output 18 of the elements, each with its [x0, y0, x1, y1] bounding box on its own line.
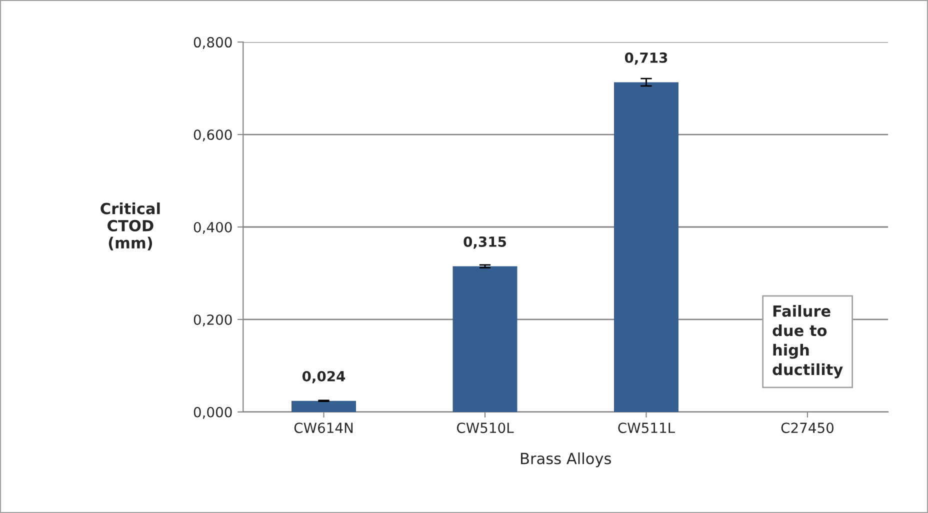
y-tick-label: 0,600	[194, 130, 232, 142]
x-axis-title: Brass Alloys	[521, 452, 611, 468]
bar	[614, 82, 678, 412]
annotation: Failure due to high ductility	[772, 305, 843, 378]
y-axis-title: Critical CTOD (mm)	[100, 202, 160, 250]
x-tick-label: CW510L	[456, 422, 514, 434]
bar	[452, 266, 518, 412]
y-tick-label: 0,200	[194, 314, 232, 326]
y-tick-label: 0,400	[194, 222, 232, 234]
bar	[292, 400, 356, 412]
x-tick-label: C27450	[781, 422, 834, 434]
x-tick-label: CW511L	[618, 422, 675, 434]
x-tick-label: CW614N	[294, 422, 353, 434]
y-tick-label: 0,800	[194, 37, 232, 49]
data-label: 0,713	[624, 52, 668, 65]
data-label: 0,315	[464, 236, 506, 249]
y-tick-label: 0,000	[194, 406, 232, 419]
data-label: 0,024	[302, 370, 346, 384]
